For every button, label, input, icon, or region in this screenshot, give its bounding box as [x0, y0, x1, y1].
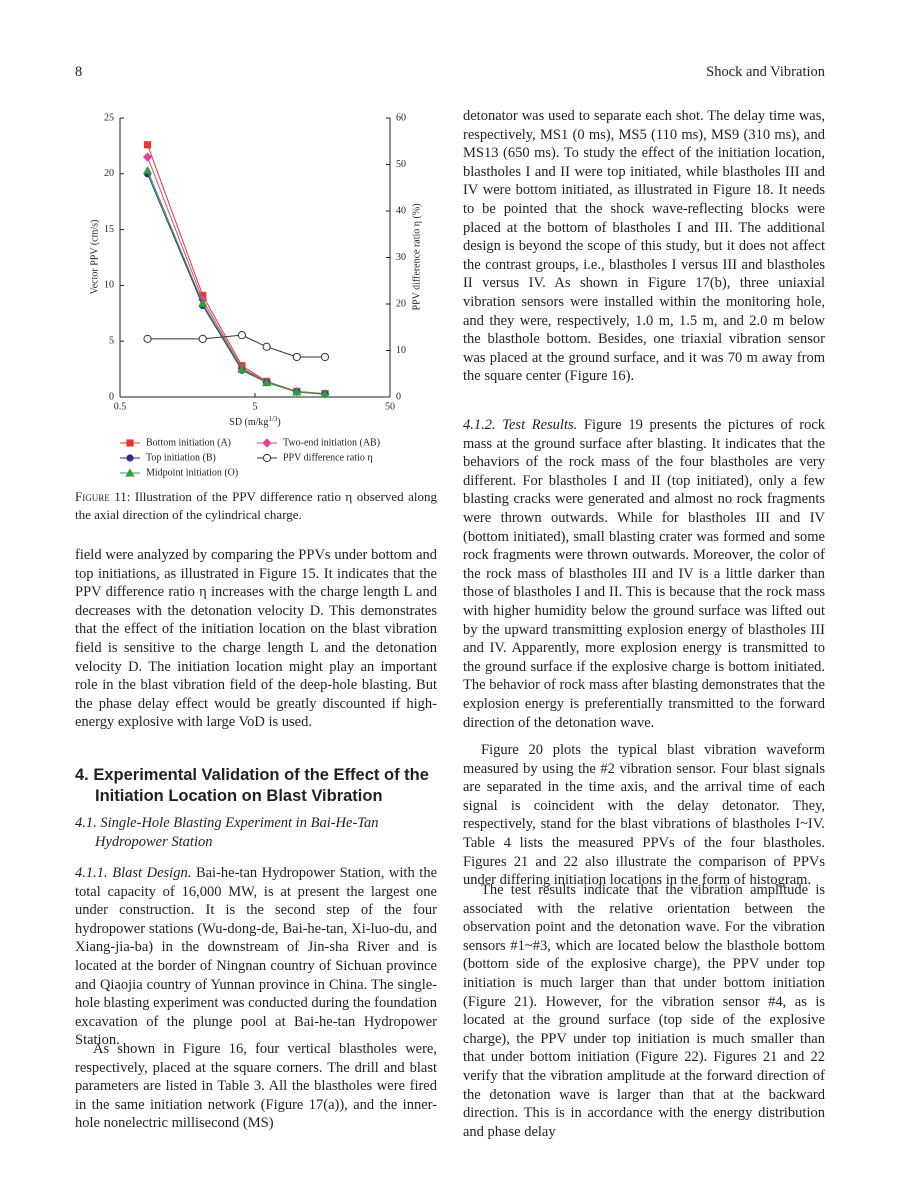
y-tick-label: 0	[109, 391, 114, 402]
y2-axis-label: PPV difference ratio η (%)	[411, 203, 422, 310]
y-tick-label: 25	[104, 112, 114, 123]
x-label-sup: 1/3	[268, 415, 277, 423]
y-tick-label: 20	[104, 168, 114, 179]
paragraph: As shown in Figure 16, four vertical bla…	[75, 1041, 437, 1132]
subsection-heading: 4.1. Single-Hole Blasting Experiment in …	[75, 815, 379, 850]
data-point	[262, 377, 272, 387]
subsubsection-heading: 4.1.1. Blast Design.	[75, 865, 192, 881]
section-heading: 4. Experimental Validation of the Effect…	[75, 766, 429, 805]
y2-tick-label: 60	[396, 112, 406, 123]
page-number: 8	[75, 64, 83, 80]
figure-caption: Figure 11: Illustration of the PPV diffe…	[75, 488, 437, 523]
legend-marker	[126, 454, 134, 462]
y2-tick-label: 40	[396, 205, 406, 216]
subsubsection-heading: 4.1.2. Test Results.	[463, 417, 578, 433]
legend-label: PPV difference ratio η	[283, 452, 373, 463]
y2-tick-label: 20	[396, 298, 406, 309]
data-point	[262, 342, 271, 351]
y2-tick-label: 0	[396, 391, 401, 402]
x-tick-label: 50	[385, 401, 395, 412]
paragraph-text: Figure 19 presents the pictures of rock …	[463, 417, 826, 731]
data-point	[142, 165, 153, 175]
y2-tick-label: 50	[396, 159, 406, 170]
data-point	[143, 334, 152, 343]
paragraph: Figure 20 plots the typical blast vibrat…	[463, 742, 825, 889]
y2-tick-label: 10	[396, 345, 406, 356]
series-line	[147, 334, 325, 358]
data-point	[292, 352, 301, 362]
journal-name: Shock and Vibration	[706, 64, 825, 80]
data-point	[237, 364, 247, 373]
paragraph: The test results indicate that the vibra…	[463, 882, 825, 1140]
paragraph: detonator was used to separate each shot…	[463, 108, 825, 385]
series-line	[147, 170, 326, 395]
series-line	[147, 173, 326, 395]
legend-label: Bottom initiation (A)	[146, 437, 231, 448]
legend-label: Top initiation (B)	[146, 452, 216, 463]
data-point	[320, 352, 330, 362]
data-point	[292, 387, 302, 396]
data-point	[198, 334, 207, 343]
legend-label: Midpoint initiation (O)	[146, 467, 238, 478]
caption-text: Illustration of the PPV difference ratio…	[75, 489, 438, 522]
y-axis-label: Vector PPV (cm/s)	[89, 220, 100, 295]
data-point	[237, 331, 247, 340]
x-axis-label: SD (m/kg1/3)	[229, 415, 280, 429]
chart: Vector PPV (cm/s) PPV difference ratio η…	[89, 112, 422, 478]
legend-marker	[262, 438, 272, 448]
x-tick-label: 5	[253, 401, 258, 412]
x-label-end: )	[277, 417, 280, 428]
y-tick-label: 10	[104, 280, 114, 291]
paragraph: 4.1.2. Test Results. Figure 19 presents …	[463, 416, 825, 732]
x-tick-label: 0.5	[114, 401, 127, 412]
paragraph-text: Bai-he-tan Hydropower Station, with the …	[75, 865, 438, 1049]
x-label: SD (m/kg	[229, 417, 268, 428]
y2-tick-label: 30	[396, 252, 406, 263]
paragraph: field were analyzed by comparing the PPV…	[75, 547, 437, 731]
legend-marker	[125, 468, 135, 477]
legend-marker	[262, 453, 272, 463]
data-point	[320, 389, 330, 398]
data-point	[143, 141, 152, 149]
legend-label: Two-end initiation (AB)	[283, 437, 380, 448]
y-tick-label: 15	[104, 224, 114, 235]
paragraph: 4.1.1. Blast Design. Bai-he-tan Hydropow…	[75, 864, 437, 1050]
data-point	[198, 298, 208, 307]
legend-marker	[126, 439, 134, 447]
caption-label: Figure 11:	[75, 489, 131, 504]
y-tick-label: 5	[109, 335, 114, 346]
